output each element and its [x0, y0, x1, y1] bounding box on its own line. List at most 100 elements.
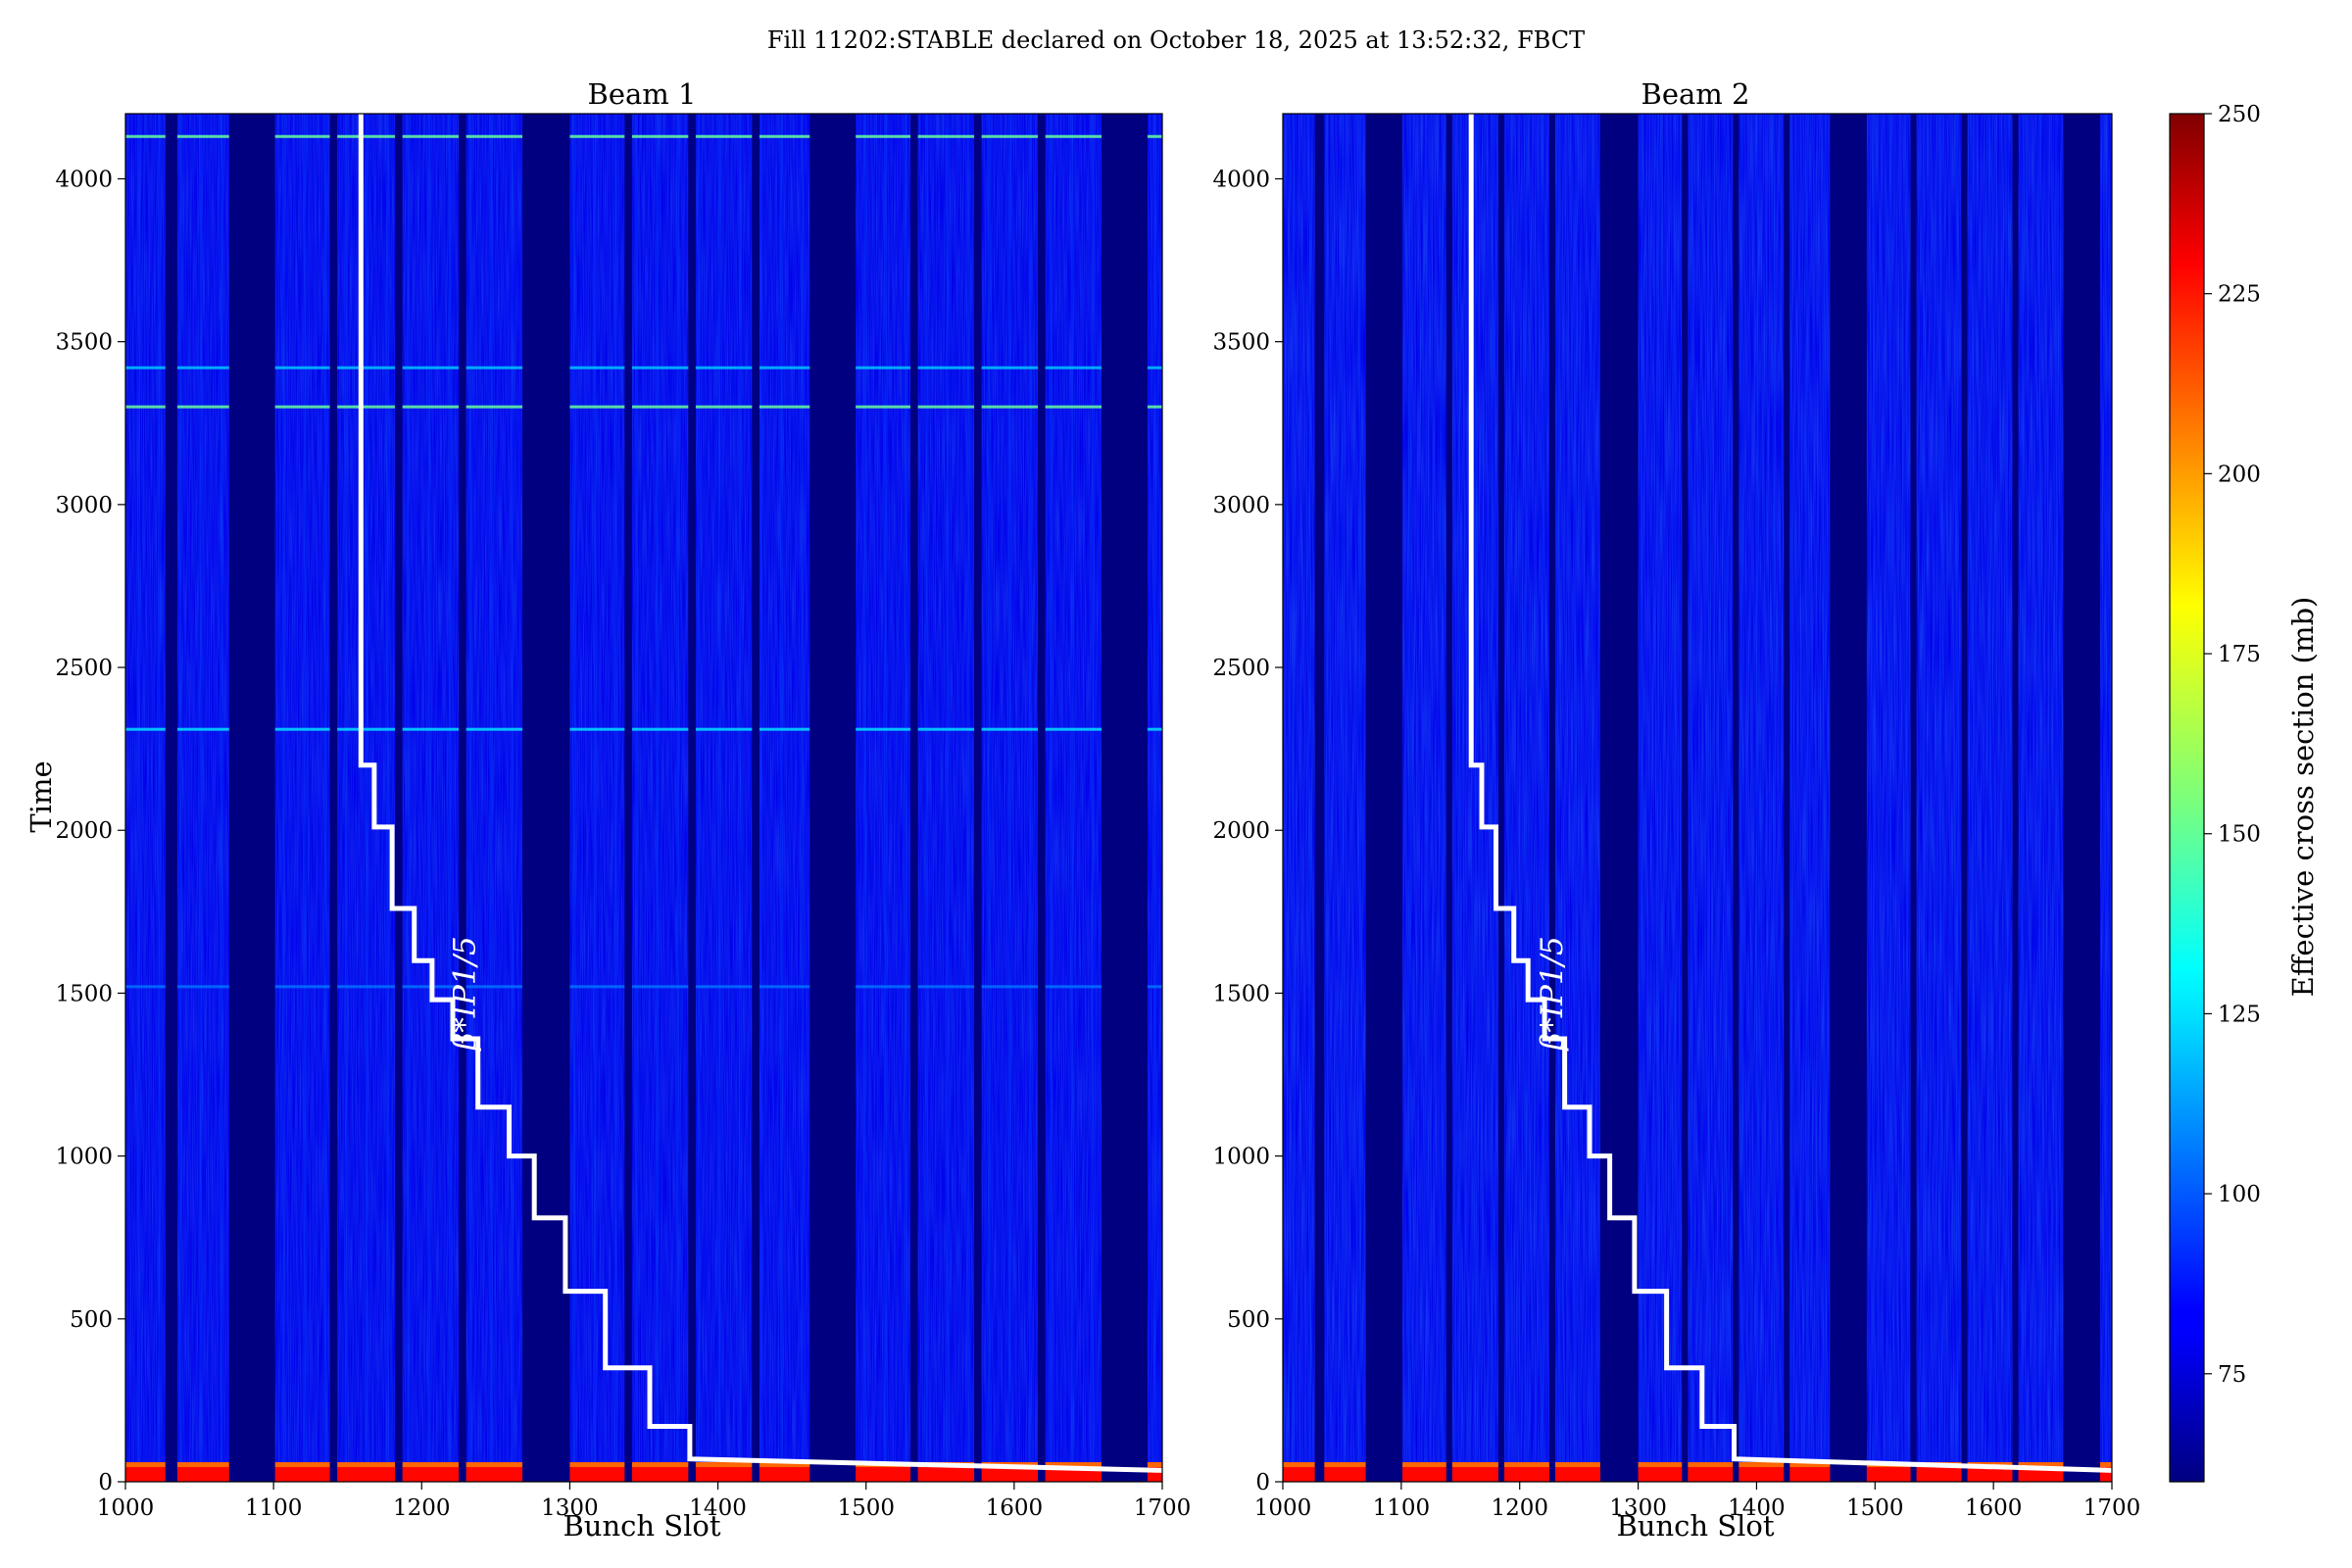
heatmap-column-stripe: [1888, 114, 1892, 1482]
heatmap-empty-gap: [329, 114, 338, 1482]
heatmap-empty-gap: [1830, 114, 1867, 1482]
heatmap-column-stripe: [386, 114, 390, 1482]
heatmap-column-stripe: [1955, 114, 1958, 1482]
beta-star-annotation: β*IP1/5: [1535, 936, 1570, 1051]
heatmap-column-stripe: [344, 114, 348, 1482]
heatmap-column-stripe: [1905, 114, 1909, 1482]
heatmap-column-stripe: [1922, 114, 1926, 1482]
heatmap-horizontal-feature: [125, 366, 1162, 369]
x-tick-label: 1200: [393, 1495, 451, 1521]
heatmap-column-stripe: [1441, 114, 1445, 1482]
heatmap-column-stripe: [1988, 114, 1991, 1482]
heatmap-texture: [125, 114, 1162, 1482]
x-tick-label: 1600: [986, 1495, 1044, 1521]
colorbar-gradient: [2169, 113, 2205, 1483]
heatmap-column-stripe: [1872, 114, 1876, 1482]
heatmap-column-stripe: [1690, 114, 1693, 1482]
beam1-panel: Beam 1 β*IP1/5 1000 1100 1200 1300 1400 1500 16…: [24, 77, 1191, 1543]
beam2-xlabel: Bunch Slot: [1616, 1509, 1774, 1543]
heatmap-empty-gap: [1365, 114, 1403, 1482]
heatmap-empty-gap: [165, 114, 177, 1482]
heatmap-empty-gap: [1910, 114, 1917, 1482]
beam2-title: Beam 2: [1642, 77, 1750, 111]
heatmap-column-stripe: [1358, 114, 1361, 1482]
heatmap-empty-gap: [2063, 114, 2100, 1482]
plot-frame: [124, 113, 1163, 1483]
colorbar-tick-label: 100: [2218, 1182, 2261, 1207]
y-tick-label: 2000: [1212, 818, 1270, 844]
colorbar-tick-label: 225: [2218, 282, 2261, 308]
heatmap-column-stripe: [862, 114, 866, 1482]
y-tick-label: 2000: [55, 818, 113, 844]
heatmap-empty-gap: [1497, 114, 1505, 1482]
heatmap-empty-gap: [1548, 114, 1555, 1482]
heatmap-empty-gap: [1682, 114, 1689, 1482]
y-tick-label: 1000: [55, 1145, 113, 1170]
heatmap-column-stripe: [759, 114, 762, 1482]
heatmap-hot-band-edge: [125, 1462, 1162, 1468]
heatmap-column-stripe: [220, 114, 223, 1482]
heatmap-empty-gap: [1961, 114, 1968, 1482]
beam2-plot-area: β*IP1/5 1000 1100 1200 1300 1400 1500 1600 1700 0…: [1212, 113, 2141, 1521]
heatmap-column-stripe: [738, 114, 742, 1482]
heatmap-column-stripe: [2104, 114, 2108, 1482]
heatmap-column-stripe: [572, 114, 576, 1482]
heatmap-column-stripe: [1325, 114, 1328, 1482]
heatmap-column-stripe: [1408, 114, 1411, 1482]
y-tick-label: 2500: [55, 656, 113, 681]
heatmap-column-stripe: [303, 114, 307, 1482]
heatmap-column-stripe: [1474, 114, 1478, 1482]
heatmap-column-stripe: [1640, 114, 1643, 1482]
colorbar-label: Effective cross section (mb): [2286, 597, 2320, 998]
heatmap-column-stripe: [1656, 114, 1660, 1482]
heatmap-column-stripe: [1342, 114, 1345, 1482]
y-tick-label: 1500: [55, 981, 113, 1006]
beam1-plot-area: β*IP1/5 1000 1100 1200 1300 1400 1500 1600 1700 0…: [55, 113, 1192, 1521]
heatmap-column-stripe: [407, 114, 411, 1482]
heatmap-column-stripe: [510, 114, 514, 1482]
y-tick-label: 2500: [1212, 656, 1270, 681]
heatmap-column-stripe: [427, 114, 431, 1482]
heatmap-column-stripe: [1028, 114, 1032, 1482]
heatmap-column-stripe: [676, 114, 680, 1482]
colorbar-tick-label: 200: [2218, 462, 2261, 487]
x-tick-label: 1000: [1254, 1495, 1312, 1521]
heatmap-empty-gap: [2012, 114, 2019, 1482]
x-tick-label: 1700: [2083, 1495, 2141, 1521]
x-tick-label: 1600: [1965, 1495, 2023, 1521]
x-tick-label: 1000: [97, 1495, 155, 1521]
heatmap-column-stripe: [1972, 114, 1975, 1482]
heatmap-column-stripe: [1425, 114, 1428, 1482]
heatmap-horizontal-feature: [125, 985, 1162, 989]
x-tick-label: 1100: [1373, 1495, 1431, 1521]
y-tick-label: 1500: [1212, 981, 1270, 1006]
heatmap-column-stripe: [946, 114, 950, 1482]
colorbar-tick-label: 125: [2218, 1002, 2261, 1027]
heatmap-column-stripe: [925, 114, 929, 1482]
heatmap-column-stripe: [1541, 114, 1544, 1482]
y-tick-label: 1000: [1212, 1145, 1270, 1170]
y-tick-label: 3500: [1212, 330, 1270, 356]
heatmap-column-stripe: [801, 114, 805, 1482]
heatmap-column-stripe: [1491, 114, 1494, 1482]
figure-title: Fill 11202:STABLE declared on October 18…: [767, 26, 1585, 54]
heatmap-empty-gap: [1102, 114, 1148, 1482]
heatmap-empty-gap: [910, 114, 918, 1482]
heatmap-column-stripe: [468, 114, 472, 1482]
heatmap-column-stripe: [1308, 114, 1312, 1482]
heatmap-column-stripe: [1070, 114, 1074, 1482]
beam2-panel: Beam 2 β*IP1/5 1000 1100 1200 1300 1400 1500 16…: [1212, 77, 2140, 1543]
heatmap-column-stripe: [987, 114, 991, 1482]
heatmap-empty-gap: [1038, 114, 1046, 1482]
heatmap-column-stripe: [717, 114, 721, 1482]
colorbar-tick-label: 150: [2218, 822, 2261, 848]
heatmap-column-stripe: [323, 114, 327, 1482]
heatmap-column-stripe: [2022, 114, 2025, 1482]
heatmap-column-stripe: [613, 114, 617, 1482]
x-tick-label: 1700: [1134, 1495, 1192, 1521]
x-tick-label: 1300: [1609, 1495, 1667, 1521]
heatmap-column-stripe: [1789, 114, 1792, 1482]
y-tick-label: 4000: [1212, 167, 1270, 192]
heatmap-column-stripe: [966, 114, 970, 1482]
heatmap-column-stripe: [1706, 114, 1710, 1482]
